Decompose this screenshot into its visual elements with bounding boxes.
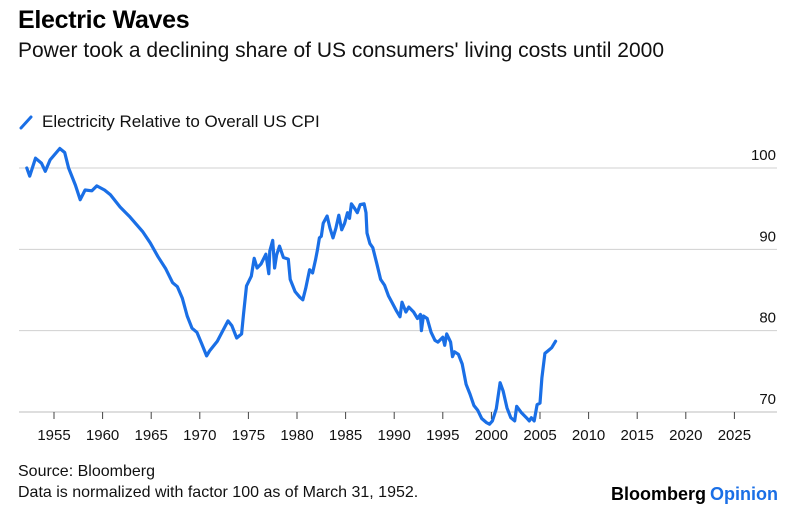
legend: Electricity Relative to Overall US CPI [18,112,320,132]
y-axis-labels: 70 80 90 100 [751,147,776,408]
x-axis: 1955 1960 1965 1970 1975 1980 1985 1990 1995 2000… [19,411,777,444]
x-tick-label-2010: 2010 [572,427,605,444]
x-tick-label-1975: 1975 [232,427,265,444]
chart-subtitle: Power took a declining share of US consu… [18,39,665,62]
series-line-0 [25,146,558,426]
x-tick-label-1995: 1995 [426,427,459,444]
source-note: Source: Bloomberg [18,463,155,480]
brand-main: Bloomberg [611,484,707,504]
normalization-note: Data is normalized with factor 100 as of… [18,484,419,501]
y-tick-label-80: 80 [759,310,776,327]
brand-accent: Opinion [710,484,778,504]
x-tick-label-2025: 2025 [718,427,751,444]
x-tick-label-1955: 1955 [37,427,70,444]
x-tick-label-1990: 1990 [378,427,411,444]
series-layer [25,146,558,426]
x-tick-label-2005: 2005 [523,427,556,444]
x-tick-label-1970: 1970 [183,427,216,444]
x-tick-label-1985: 1985 [329,427,362,444]
x-tick-label-1960: 1960 [86,427,119,444]
legend-label: Electricity Relative to Overall US CPI [42,112,320,131]
x-tick-label-2000: 2000 [475,427,508,444]
y-tick-label-90: 90 [759,228,776,245]
x-tick-label-1965: 1965 [135,427,168,444]
gridlines [19,167,777,332]
y-tick-label-100: 100 [751,147,776,164]
brand-logo: Bloomberg Opinion [611,484,778,505]
x-tick-label-1980: 1980 [280,427,313,444]
y-tick-label-70: 70 [759,391,776,408]
x-tick-label-2015: 2015 [621,427,654,444]
footer-notes: Source: Bloomberg Data is normalized wit… [18,461,418,503]
line-slash-icon [19,115,33,130]
x-tick-label-2020: 2020 [669,427,702,444]
chart-title: Electric Waves [18,6,190,34]
